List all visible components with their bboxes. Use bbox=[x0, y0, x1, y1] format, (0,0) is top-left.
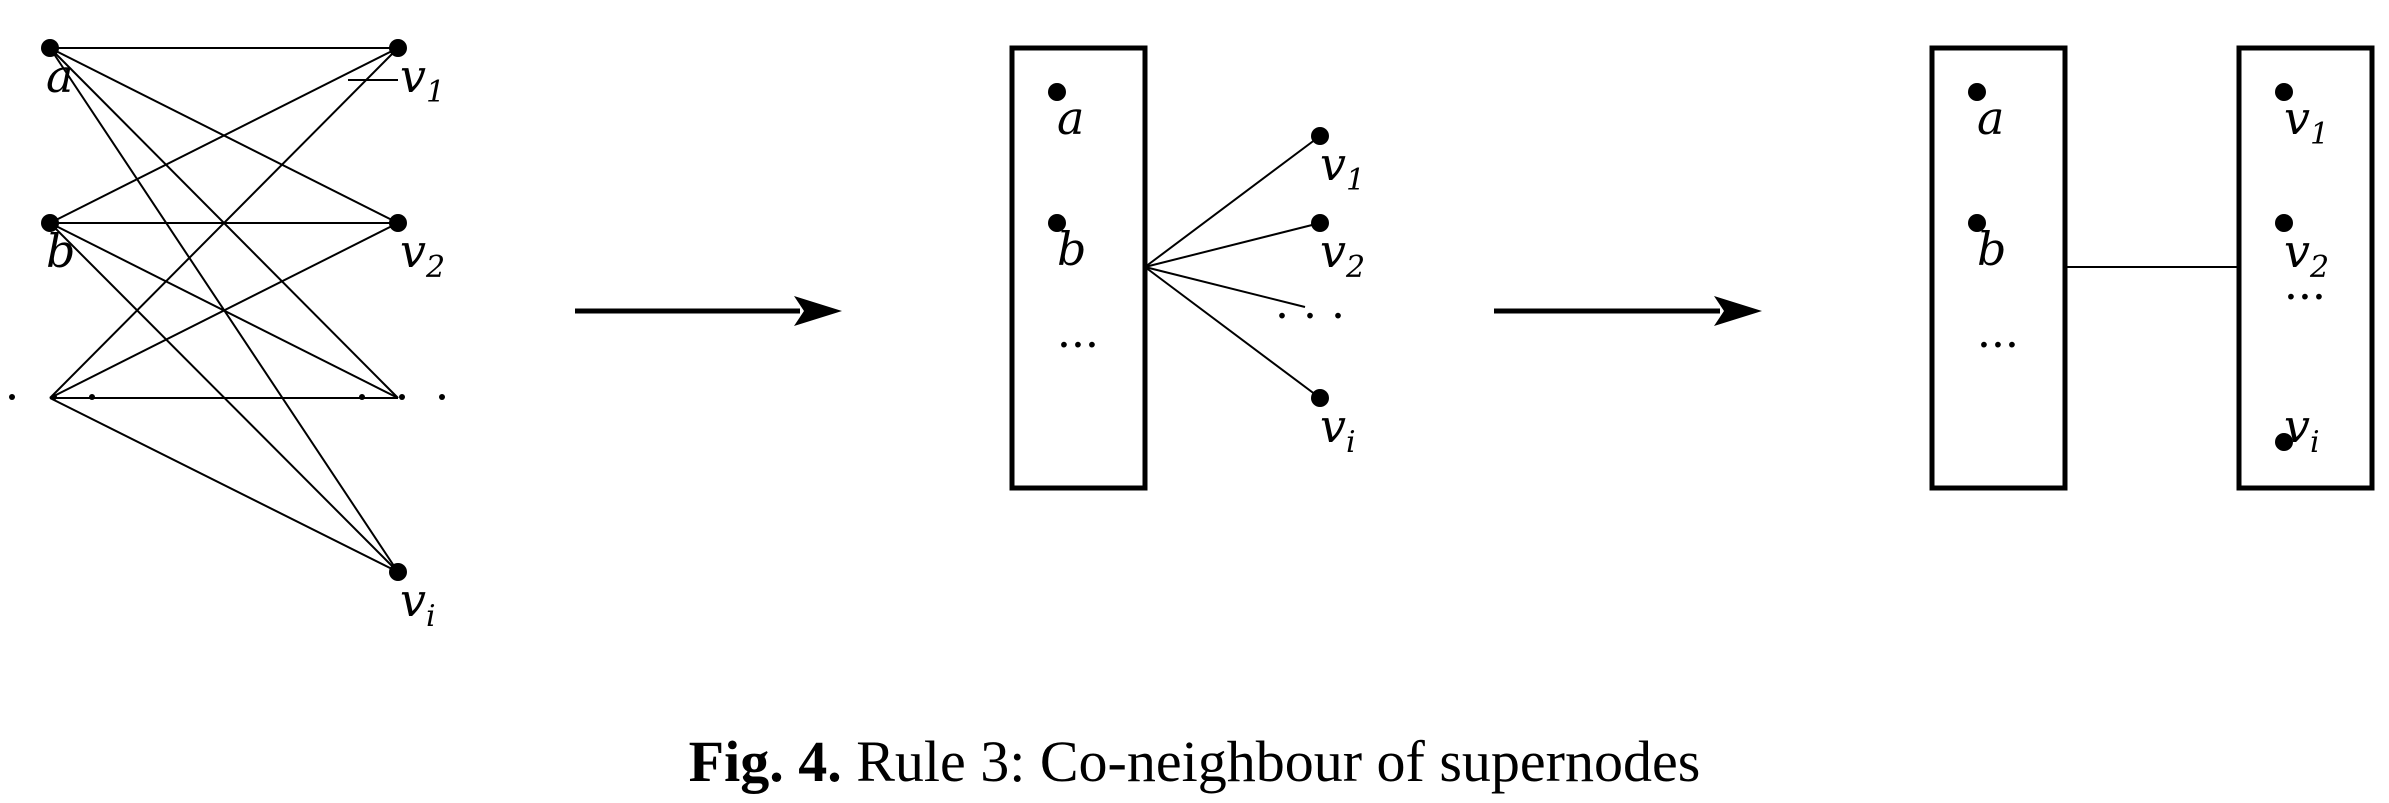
label-vi: vi bbox=[2284, 399, 2320, 460]
label-v1: v1 bbox=[1320, 137, 1365, 198]
edge-dots-v2 bbox=[49, 222, 399, 399]
panel-3-co-neighbour-supernodes: a b ··· v1 v2 ··· vi bbox=[1929, 45, 2375, 491]
label-v1: v1 bbox=[400, 49, 445, 110]
supernode-ellipsis: ··· bbox=[1057, 320, 1099, 371]
node-b bbox=[1968, 214, 1986, 232]
right-supernode-box bbox=[2236, 45, 2375, 491]
node-v2 bbox=[2275, 214, 2293, 232]
edge-super-dots bbox=[1144, 266, 1306, 308]
node-a bbox=[1048, 83, 1066, 101]
left-supernode-ellipsis: ··· bbox=[1977, 320, 2019, 371]
label-vi: vi bbox=[1320, 399, 1356, 460]
label-v2: v2 bbox=[400, 224, 445, 285]
arrow-2 bbox=[1494, 296, 1762, 326]
neighbour-ellipsis: . . . bbox=[1275, 278, 1345, 329]
edge-b-v1 bbox=[49, 47, 399, 224]
node-vi bbox=[1311, 389, 1329, 407]
label-v2: v2 bbox=[2284, 224, 2329, 285]
edge-super-v1 bbox=[1144, 135, 1321, 268]
node-v1 bbox=[2275, 83, 2293, 101]
dot-right-1 bbox=[359, 394, 365, 400]
node-v1 bbox=[389, 39, 407, 57]
node-b bbox=[1048, 214, 1066, 232]
edge-dots-v1 bbox=[49, 47, 399, 399]
figure-caption: Fig. 4. Rule 3: Co-neighbour of supernod… bbox=[0, 728, 2389, 795]
dot-left-1 bbox=[9, 394, 15, 400]
dot-right-3 bbox=[439, 394, 445, 400]
label-b: b bbox=[1977, 222, 2006, 276]
label-a: a bbox=[46, 49, 73, 103]
edge-dots-vi bbox=[49, 397, 399, 573]
dot-left-3 bbox=[89, 394, 95, 400]
node-b bbox=[41, 214, 59, 232]
label-b: b bbox=[46, 224, 75, 278]
label-a: a bbox=[1977, 91, 2004, 145]
node-a bbox=[1968, 83, 1986, 101]
edge-super-vi bbox=[1144, 266, 1321, 399]
dot-right-2 bbox=[399, 394, 405, 400]
edge-super-v2 bbox=[1144, 222, 1321, 268]
panel-1-bipartite-graph: a b v1 v2 vi bbox=[9, 39, 445, 634]
panel-1-nodes bbox=[9, 39, 445, 581]
right-supernode-ellipsis: ··· bbox=[2284, 272, 2326, 323]
node-v1 bbox=[1311, 127, 1329, 145]
node-a bbox=[41, 39, 59, 57]
node-v2 bbox=[389, 214, 407, 232]
caption-text: Rule 3: Co-neighbour of supernodes bbox=[856, 729, 1701, 794]
node-vi bbox=[389, 563, 407, 581]
arrow-2-head bbox=[1714, 296, 1762, 326]
label-v2: v2 bbox=[1320, 224, 1365, 285]
arrow-1-head bbox=[794, 296, 842, 326]
dot-left-2 bbox=[51, 394, 57, 400]
node-vi bbox=[2275, 433, 2293, 451]
node-v2 bbox=[1311, 214, 1329, 232]
caption-label: Fig. 4. bbox=[688, 729, 842, 794]
panel-1-labels: a b v1 v2 vi bbox=[46, 49, 445, 634]
panel-1-edges bbox=[49, 47, 399, 573]
label-v1: v1 bbox=[2284, 91, 2329, 152]
label-a: a bbox=[1057, 91, 1084, 145]
panel-2-supernode-neighbours: a b ··· v1 v2 . . . vi bbox=[1009, 45, 1365, 491]
label-vi: vi bbox=[400, 573, 436, 634]
label-b: b bbox=[1057, 222, 1086, 276]
arrow-1 bbox=[575, 296, 842, 326]
